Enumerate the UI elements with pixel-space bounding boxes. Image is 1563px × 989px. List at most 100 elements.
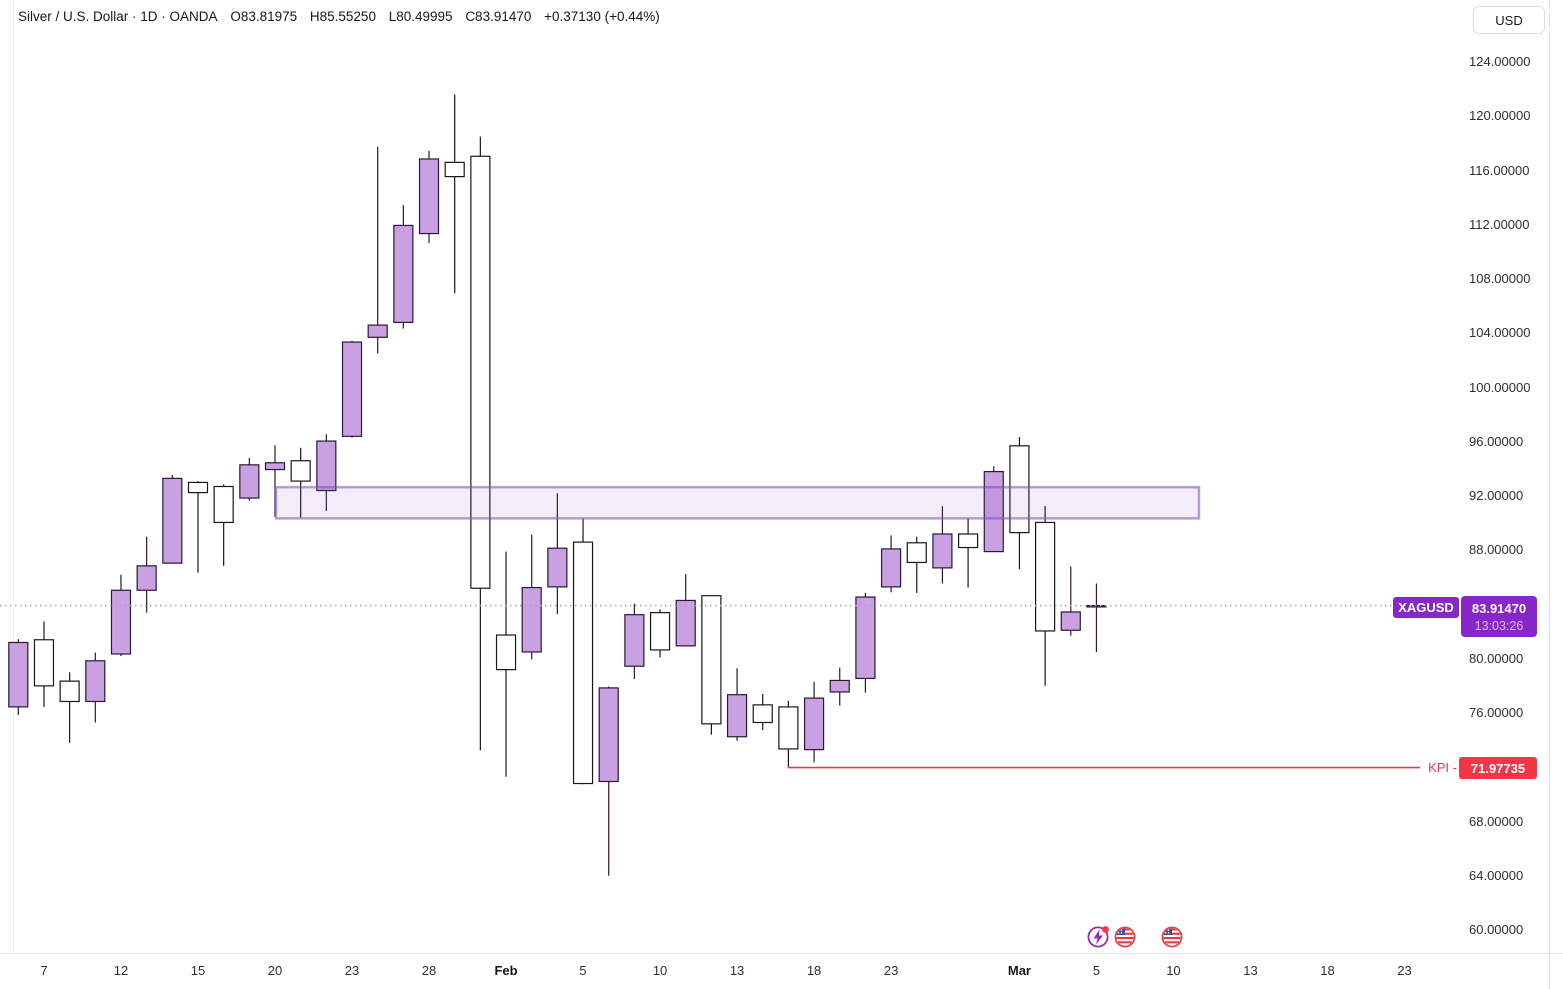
- time-axis-label: 23: [1397, 963, 1412, 978]
- candle[interactable]: [675, 573, 696, 647]
- candle[interactable]: [1009, 437, 1030, 570]
- candle[interactable]: [33, 621, 55, 707]
- candle-body: [110, 589, 132, 655]
- candle[interactable]: [187, 481, 209, 573]
- candle[interactable]: [495, 551, 517, 777]
- price-axis-label: 104.00000: [1469, 325, 1531, 341]
- candle-body: [957, 533, 979, 549]
- candle[interactable]: [444, 94, 465, 294]
- ohlc-close: C83.91470: [465, 9, 532, 24]
- candle-body: [162, 477, 183, 564]
- candle[interactable]: [162, 474, 183, 564]
- time-axis-label: 5: [1092, 963, 1101, 978]
- candle[interactable]: [341, 340, 363, 438]
- candle-body: [264, 462, 286, 471]
- economic-event-icon[interactable]: [1087, 926, 1109, 948]
- candle-body: [495, 634, 517, 671]
- price-axis-label: 100.00000: [1469, 379, 1531, 395]
- candle-body: [726, 694, 748, 738]
- candle[interactable]: [393, 205, 414, 329]
- price-axis-label: 88.00000: [1469, 542, 1524, 558]
- candle[interactable]: [1034, 506, 1056, 686]
- symbol-price-label[interactable]: XAGUSD: [1393, 597, 1459, 618]
- candle[interactable]: [649, 609, 671, 658]
- candle-body: [932, 533, 953, 569]
- candle-body: [418, 158, 440, 235]
- time-axis-label: 20: [267, 963, 283, 978]
- candle[interactable]: [85, 652, 106, 723]
- candle[interactable]: [624, 603, 645, 680]
- candle-body: [290, 460, 311, 482]
- candle-body: [701, 595, 722, 725]
- candle[interactable]: [521, 534, 542, 660]
- candle[interactable]: [855, 592, 876, 693]
- candle[interactable]: [8, 639, 29, 716]
- candle[interactable]: [367, 146, 388, 354]
- price-axis-label: 96.00000: [1469, 433, 1524, 449]
- time-axis-label: 7: [40, 963, 48, 978]
- ohlc-low: L80.49995: [388, 9, 453, 24]
- candle[interactable]: [110, 574, 132, 657]
- us-flag-icon[interactable]: [1161, 926, 1183, 948]
- time-axis-label: 5: [579, 963, 587, 978]
- candle-body: [752, 704, 773, 724]
- candle[interactable]: [572, 518, 594, 785]
- candle-body: [803, 697, 825, 751]
- candle[interactable]: [829, 667, 850, 706]
- kpi-line-label[interactable]: KPI -: [1428, 760, 1457, 775]
- time-axis-label: 12: [113, 963, 129, 978]
- candle[interactable]: [470, 136, 491, 751]
- candle[interactable]: [59, 672, 80, 743]
- candle-body: [33, 639, 55, 687]
- candle[interactable]: [983, 466, 1004, 553]
- candle[interactable]: [803, 681, 825, 763]
- kpi-price-badge[interactable]: 71.97735: [1459, 757, 1537, 779]
- candle[interactable]: [239, 458, 260, 501]
- candle[interactable]: [726, 668, 748, 741]
- candle[interactable]: [547, 493, 568, 614]
- candle-body: [136, 565, 157, 591]
- candle[interactable]: [880, 535, 902, 593]
- candle[interactable]: [213, 484, 234, 566]
- candle-body: [521, 586, 542, 653]
- candle-body: [624, 614, 645, 667]
- time-axis-label: 23: [344, 963, 360, 978]
- candle-body: [547, 547, 568, 588]
- us-flag-icon[interactable]: [1114, 926, 1136, 948]
- price-axis-label: 64.00000: [1469, 867, 1524, 883]
- candle[interactable]: [957, 518, 979, 588]
- candle[interactable]: [1060, 566, 1081, 636]
- symbol-description[interactable]: Silver / U.S. Dollar · 1D · OANDA: [18, 9, 218, 24]
- price-axis-label: 76.00000: [1469, 705, 1524, 720]
- time-scale-separator: [0, 953, 1563, 954]
- price-axis-label: 60.00000: [1469, 922, 1524, 937]
- candle-body: [855, 596, 876, 680]
- candle[interactable]: [701, 595, 722, 735]
- candle[interactable]: [418, 150, 440, 244]
- candle-body: [59, 680, 80, 703]
- candle[interactable]: [290, 447, 311, 518]
- candle[interactable]: [906, 536, 927, 593]
- candle-body: [1034, 521, 1056, 632]
- candle-body: [675, 599, 696, 647]
- last-price-value: 83.91470: [1471, 600, 1527, 616]
- candle-body: [880, 548, 902, 588]
- candle[interactable]: [136, 536, 157, 613]
- candle-body: [341, 341, 363, 437]
- ohlc-change: +0.37130 (+0.44%): [544, 9, 660, 24]
- candle[interactable]: [778, 700, 799, 768]
- candle-body: [187, 481, 209, 494]
- candle-body: [778, 706, 799, 750]
- last-price-badge[interactable]: 83.91470 13:03:26: [1461, 596, 1537, 637]
- currency-unit-button[interactable]: USD: [1473, 6, 1545, 34]
- price-scale-separator: [1549, 0, 1550, 989]
- candle[interactable]: [1086, 583, 1107, 652]
- candle[interactable]: [316, 434, 337, 511]
- supply-zone-rectangle[interactable]: [274, 485, 1201, 520]
- candle-body: [367, 324, 388, 338]
- chart-legend[interactable]: Silver / U.S. Dollar · 1D · OANDA O83.81…: [18, 9, 669, 24]
- candle[interactable]: [752, 694, 773, 730]
- candle[interactable]: [598, 686, 619, 876]
